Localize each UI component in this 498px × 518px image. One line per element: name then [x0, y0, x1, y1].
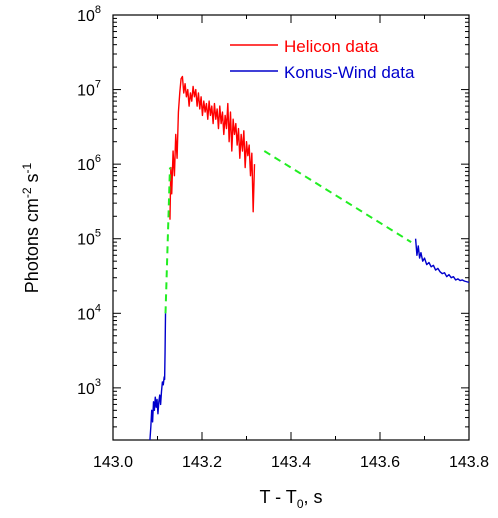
x-tick-label: 143.4 [271, 454, 311, 471]
x-axis-label: T - T0, s [259, 487, 322, 511]
y-tick-label: 108 [77, 4, 101, 25]
legend-label-helicon: Helicon data [284, 37, 379, 56]
series-line-helicon-data-0 [169, 75, 256, 220]
y-tick-label: 103 [77, 377, 101, 398]
x-tick-label: 143.8 [449, 454, 489, 471]
y-tick-label: 105 [77, 228, 101, 249]
series-line-konus-wind-data-1 [414, 238, 469, 284]
y-tick-labels: 103 104 105 106 107 108 [77, 4, 101, 398]
y-axis-label-mid: s [22, 173, 42, 187]
x-tick-label: 143.6 [360, 454, 400, 471]
axis-ticks [112, 14, 470, 441]
x-axis-label-main: T - T [259, 487, 296, 507]
legend: Helicon data Konus-Wind data [230, 37, 415, 82]
x-tick-label: 143.2 [182, 454, 222, 471]
x-tick-labels: 143.0 143.2 143.4 143.6 143.8 [93, 454, 489, 471]
x-axis-label-sub: 0 [297, 497, 304, 511]
x-axis-label-suffix: , s [304, 487, 323, 507]
legend-label-konus: Konus-Wind data [284, 63, 415, 82]
x-tick-label: 143.0 [93, 454, 133, 471]
y-tick-label: 106 [77, 153, 101, 174]
y-axis-label-sup2: -1 [20, 162, 34, 173]
y-tick-label: 104 [77, 302, 101, 323]
y-tick-label: 107 [77, 79, 101, 100]
y-axis-label-sup1: -2 [20, 187, 34, 198]
series-line-dashed-extrapolation-1 [263, 150, 412, 243]
y-axis-label-main: Photons cm [22, 198, 42, 293]
series-line-dashed-extrapolation-0 [164, 167, 171, 314]
series-line-konus-wind-data-0 [149, 313, 167, 440]
series-layer [149, 75, 469, 440]
y-axis-label: Photons cm-2 s-1 [20, 162, 42, 293]
